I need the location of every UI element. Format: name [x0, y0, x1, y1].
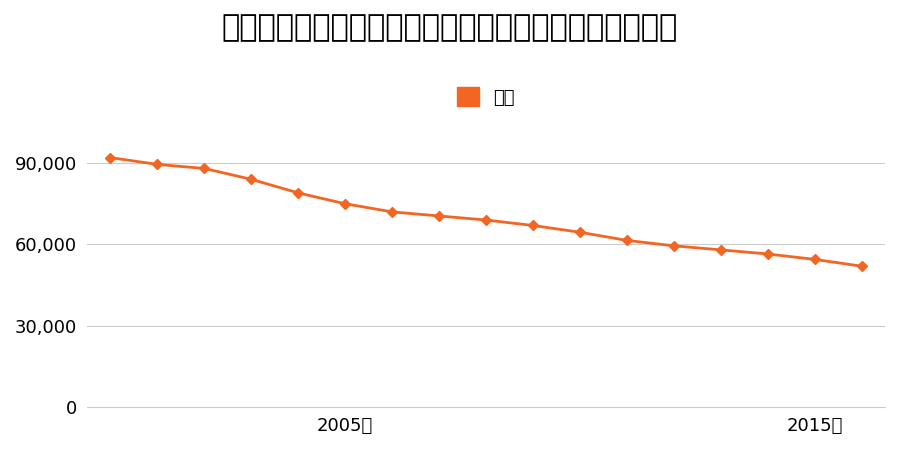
Legend: 価格: 価格	[450, 80, 522, 114]
Text: 広島県東広島市八本松南４丁目１８番３３９の地価推移: 広島県東広島市八本松南４丁目１８番３３９の地価推移	[222, 14, 678, 42]
